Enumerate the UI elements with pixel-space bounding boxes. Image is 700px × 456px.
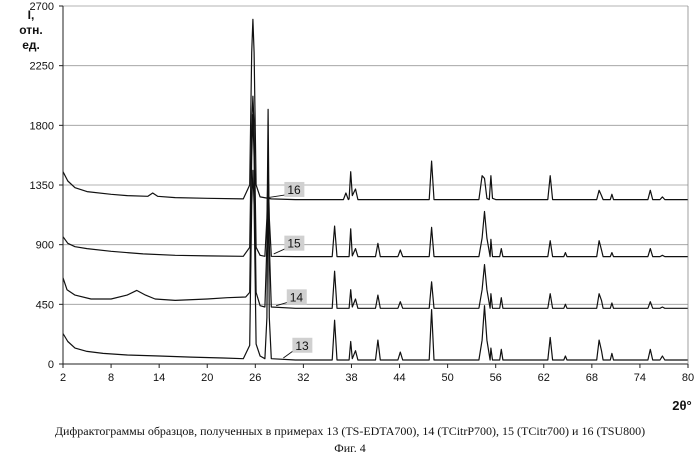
figure-caption: Дифрактограммы образцов, полученных в пр…: [0, 424, 700, 439]
grid-lines: [63, 6, 688, 304]
x-tick-label: 44: [393, 372, 405, 384]
x-tick-label: 2: [60, 372, 66, 384]
figure-number: Фиг. 4: [0, 441, 700, 456]
y-axis-label: ед.: [22, 38, 40, 52]
y-tick-label: 2250: [30, 61, 54, 73]
y-tick-label: 0: [48, 359, 54, 371]
series-line-14: [63, 109, 688, 308]
y-tick-label: 1350: [30, 180, 54, 192]
x-tick-label: 14: [153, 372, 165, 384]
annotation-label: 13: [295, 339, 309, 353]
y-tick-label: 900: [36, 240, 54, 252]
x-tick-label: 68: [586, 372, 598, 384]
x-tick-label: 20: [201, 372, 213, 384]
x-tick-label: 56: [490, 372, 502, 384]
annotation-label: 16: [287, 183, 301, 197]
x-tick-label: 50: [441, 372, 453, 384]
y-axis-label: отн.: [19, 23, 43, 37]
series-group: [63, 19, 688, 360]
x-tick-label: 32: [297, 372, 309, 384]
x-tick-label: 8: [108, 372, 114, 384]
tick-label-group: 0450900135018002250270028142026323844505…: [30, 1, 695, 384]
x-axis-label: 2θ°: [672, 398, 691, 413]
y-tick-label: 1800: [30, 120, 54, 132]
y-axis-label: I,: [28, 8, 35, 22]
x-tick-label: 26: [249, 372, 261, 384]
y-tick-label: 450: [36, 299, 54, 311]
x-tick-label: 38: [345, 372, 357, 384]
x-tick-label: 80: [682, 372, 694, 384]
annotation-group: 16 15 14 13: [268, 182, 312, 358]
series-line-16: [63, 19, 688, 199]
x-tick-label: 62: [538, 372, 550, 384]
annotation-label: 14: [290, 290, 304, 304]
series-line-15: [63, 96, 688, 256]
annotation-leader-line: [274, 249, 286, 254]
x-tick-label: 74: [634, 372, 646, 384]
annotation-label: 15: [287, 237, 301, 251]
axes-group: [59, 6, 688, 368]
annotation-leader-line: [283, 351, 293, 358]
annotation-leader-line: [268, 195, 285, 198]
